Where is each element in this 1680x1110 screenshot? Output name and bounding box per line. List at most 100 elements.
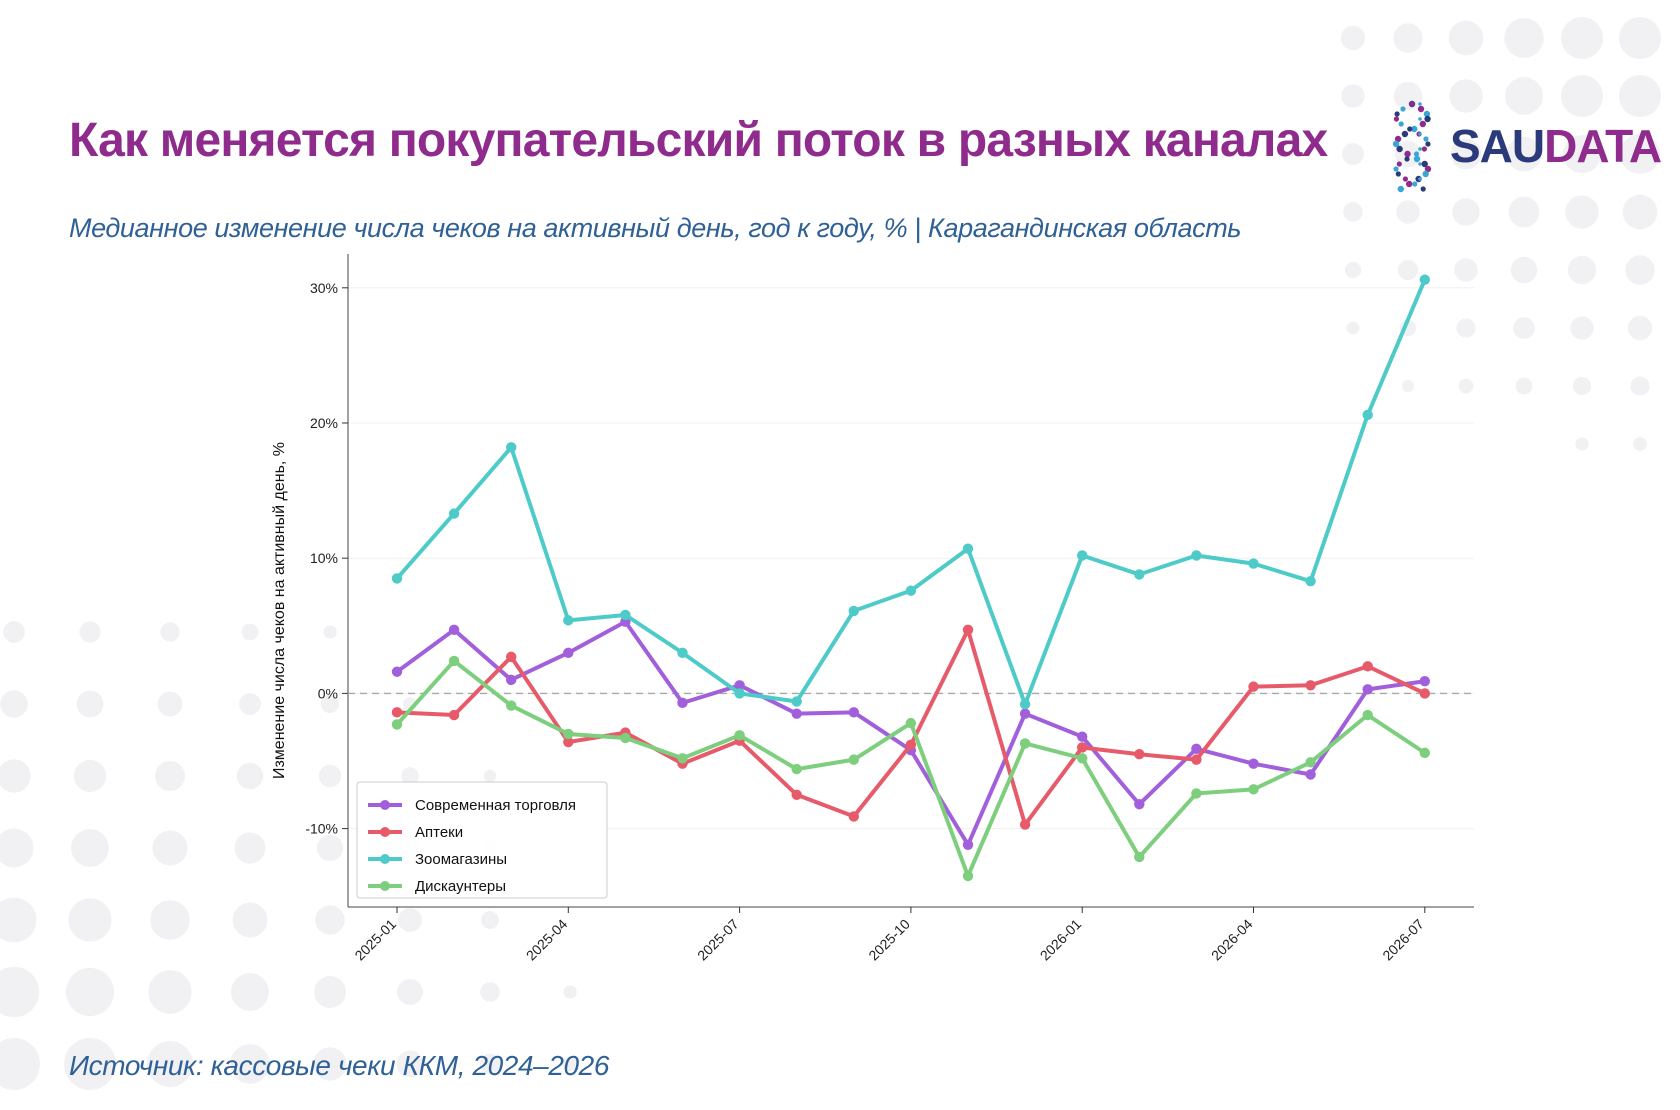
legend-marker	[380, 881, 390, 891]
data-point	[1019, 708, 1031, 719]
data-point	[506, 700, 517, 711]
x-tick-label: 2025-04	[523, 916, 571, 964]
data-point	[677, 753, 688, 764]
x-tick-label: 2025-07	[694, 916, 742, 964]
data-point	[391, 719, 403, 730]
y-axis-title: Изменение числа чеков на активный день, …	[271, 442, 288, 779]
x-tick-label: 2025-01	[351, 916, 399, 964]
data-point	[1305, 680, 1316, 691]
data-point	[1248, 681, 1259, 692]
legend-label: Зоомагазины	[415, 851, 507, 868]
data-point	[734, 680, 745, 691]
series-4	[391, 655, 1431, 882]
data-point	[1419, 688, 1431, 699]
data-point	[1248, 558, 1259, 569]
data-point	[1362, 709, 1373, 721]
data-point	[1248, 758, 1259, 769]
data-point	[1019, 738, 1031, 749]
data-point	[1419, 676, 1431, 687]
legend-box	[356, 781, 608, 899]
data-point	[791, 696, 802, 707]
data-point	[962, 543, 974, 554]
data-point	[905, 739, 917, 750]
y-tick-label: 30%	[310, 280, 338, 296]
data-point	[563, 736, 574, 748]
y-tick-label: -10%	[305, 821, 338, 837]
x-tick-label: 2025-10	[865, 916, 913, 964]
data-point	[905, 585, 917, 596]
saudata-logo: SAUDATA	[1382, 98, 1662, 194]
data-point	[506, 651, 517, 663]
data-point	[448, 624, 460, 636]
data-point	[563, 728, 574, 740]
data-point	[1305, 575, 1316, 587]
data-point	[1134, 749, 1145, 760]
data-point	[1077, 742, 1088, 753]
data-point	[1134, 799, 1145, 810]
x-tick-label: 2026-01	[1037, 916, 1085, 964]
data-point	[734, 730, 745, 741]
data-point	[848, 707, 859, 718]
data-point	[1019, 699, 1031, 710]
logo-text-part2: DATA	[1544, 120, 1662, 172]
data-point	[1362, 409, 1373, 421]
data-point	[1362, 661, 1373, 672]
data-point	[848, 605, 859, 617]
data-point	[448, 709, 460, 721]
data-point	[1191, 788, 1202, 799]
data-point	[791, 763, 802, 775]
data-point	[391, 707, 403, 718]
y-tick-label: 20%	[310, 415, 338, 431]
data-point	[563, 615, 574, 626]
page-subtitle: Медианное изменение числа чеков на актив…	[69, 213, 1242, 243]
chart-legend: Современная торговля Аптеки Зоомагазины Дис…	[356, 781, 608, 899]
data-point	[391, 666, 403, 677]
data-point	[734, 688, 745, 699]
source-note: Источник: кассовые чеки ККМ, 2024–2026	[69, 1050, 610, 1081]
data-point	[1077, 753, 1088, 764]
data-point	[905, 717, 917, 729]
data-point	[677, 697, 688, 709]
data-point	[1362, 684, 1373, 695]
data-point	[506, 674, 517, 686]
data-point	[1305, 757, 1316, 768]
page-title: Как меняется покупательский поток в разн…	[69, 114, 1328, 167]
data-point	[1191, 550, 1202, 561]
y-tick-label: 10%	[310, 550, 338, 566]
data-point	[848, 754, 859, 765]
data-point	[962, 839, 974, 851]
data-point	[1019, 819, 1031, 830]
legend-label: Современная торговля	[415, 797, 576, 814]
data-point	[620, 732, 631, 744]
dna-helix-icon	[1392, 100, 1432, 193]
logo-text-part1: SAU	[1450, 120, 1545, 172]
x-tick-label: 2026-04	[1208, 916, 1256, 964]
data-point	[1077, 550, 1088, 561]
series-3	[391, 274, 1431, 710]
data-point	[448, 655, 460, 667]
data-point	[1191, 743, 1202, 755]
legend-label: Аптеки	[415, 824, 463, 841]
data-point	[962, 870, 974, 882]
legend-marker	[380, 827, 390, 837]
data-point	[1077, 731, 1088, 742]
data-point	[1305, 769, 1316, 780]
logo-wordmark: SAUDATA	[1450, 119, 1662, 173]
data-point	[391, 573, 403, 584]
data-point	[506, 442, 517, 453]
data-point	[620, 609, 631, 621]
data-point	[848, 811, 859, 822]
data-point	[1248, 784, 1259, 795]
x-tick-label: 2026-07	[1379, 916, 1427, 964]
legend-marker	[380, 854, 390, 864]
data-point	[791, 789, 802, 800]
data-point	[563, 647, 574, 659]
data-point	[448, 508, 460, 519]
y-tick-label: 0%	[318, 685, 338, 701]
data-point	[1134, 569, 1145, 580]
data-point	[677, 647, 688, 659]
data-point	[962, 624, 974, 636]
data-point	[791, 708, 802, 719]
